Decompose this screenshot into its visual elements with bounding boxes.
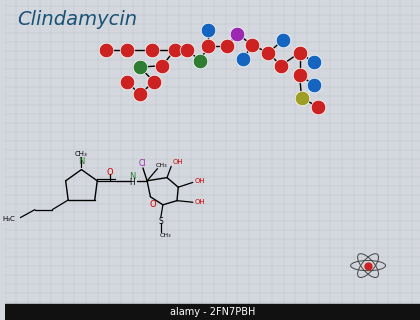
Point xyxy=(197,58,203,63)
Point xyxy=(278,63,284,68)
Point xyxy=(184,47,191,52)
Text: N: N xyxy=(129,172,136,181)
Point xyxy=(136,65,143,70)
Point xyxy=(159,63,166,68)
Text: Cl: Cl xyxy=(138,159,146,168)
Text: S: S xyxy=(158,217,163,226)
Point xyxy=(265,50,272,55)
Point xyxy=(248,42,255,47)
Point xyxy=(311,82,318,87)
Point xyxy=(315,105,322,110)
Text: N: N xyxy=(78,157,85,166)
Point xyxy=(296,73,303,78)
Text: CH₃: CH₃ xyxy=(156,163,168,168)
Point xyxy=(205,28,212,33)
Point xyxy=(124,79,131,84)
Point xyxy=(223,44,230,49)
Text: H₃C: H₃C xyxy=(2,216,15,222)
Point xyxy=(103,47,110,52)
Point xyxy=(171,47,178,52)
Point xyxy=(240,57,247,62)
Point xyxy=(311,60,318,65)
Point xyxy=(124,47,131,52)
Text: CH₃: CH₃ xyxy=(75,151,88,156)
Point xyxy=(205,44,212,49)
Text: O: O xyxy=(149,199,156,209)
Point xyxy=(365,263,371,268)
Point xyxy=(136,92,143,97)
Point xyxy=(280,37,286,43)
Point xyxy=(298,95,305,100)
Text: OH: OH xyxy=(195,199,205,204)
Text: H: H xyxy=(130,178,135,187)
Point xyxy=(151,79,158,84)
Text: CH₃: CH₃ xyxy=(159,233,171,238)
Point xyxy=(149,47,155,52)
Text: O: O xyxy=(107,168,113,177)
Text: Clindamycin: Clindamycin xyxy=(17,10,137,28)
Point xyxy=(296,50,303,55)
Text: OH: OH xyxy=(173,159,183,165)
Text: OH: OH xyxy=(195,179,205,184)
Point xyxy=(234,31,241,36)
Bar xyxy=(5,304,420,320)
Text: alamy - 2FN7PBH: alamy - 2FN7PBH xyxy=(170,307,255,317)
